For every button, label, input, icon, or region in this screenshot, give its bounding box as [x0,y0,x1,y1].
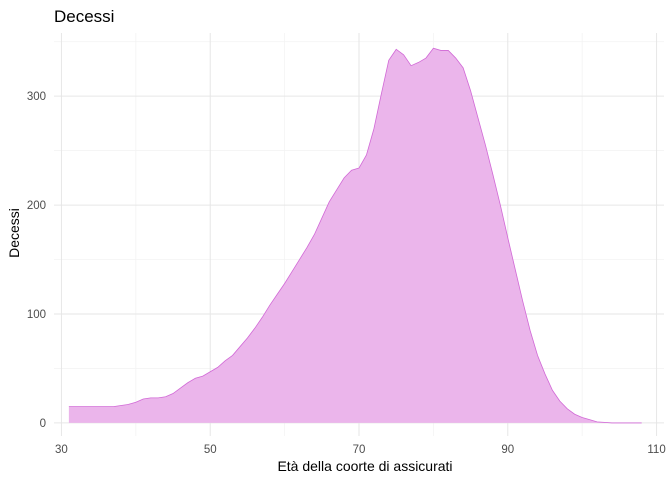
y-axis-ticks: 0 100 200 300 [27,91,46,430]
area-fill [68,48,642,423]
y-tick-label: 300 [27,91,46,103]
y-tick-label: 200 [27,200,46,212]
y-tick-label: 0 [40,418,46,430]
chart-title: Decessi [54,7,114,26]
x-tick-label: 90 [501,444,514,456]
area-outline [68,47,642,424]
x-tick-label: 70 [353,444,366,456]
x-axis-ticks: 30 50 70 90 110 [55,444,666,456]
x-tick-label: 30 [55,444,68,456]
x-tick-label: 50 [204,444,217,456]
y-axis-title: Decessi [6,208,22,258]
series-area [68,47,642,424]
x-axis-title: Età della coorte di assicurati [277,458,452,474]
x-tick-label: 110 [647,444,665,456]
y-tick-label: 100 [27,309,46,321]
